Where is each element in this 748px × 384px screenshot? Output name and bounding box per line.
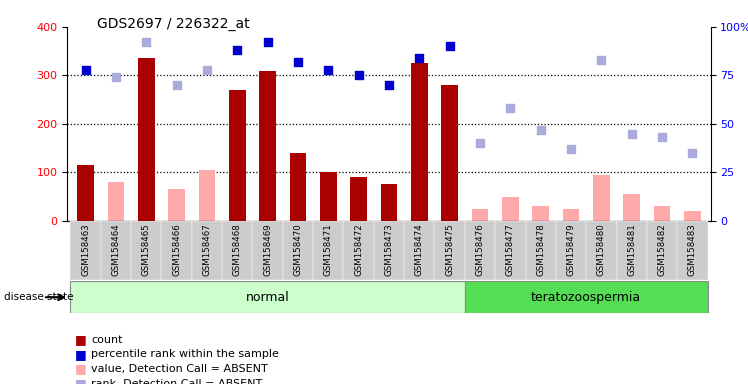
Bar — [350, 177, 367, 221]
Point — [504, 105, 516, 111]
Text: ■: ■ — [75, 362, 87, 376]
Point — [171, 82, 183, 88]
Bar — [435, 221, 465, 280]
Text: GSM158463: GSM158463 — [81, 223, 90, 276]
Text: GSM158468: GSM158468 — [233, 223, 242, 276]
Bar — [593, 175, 610, 221]
Point — [322, 66, 334, 73]
Text: GSM158470: GSM158470 — [293, 223, 302, 276]
Bar — [70, 281, 465, 313]
Bar — [283, 221, 313, 280]
Bar — [108, 182, 124, 221]
Point — [535, 127, 547, 133]
Text: count: count — [91, 335, 123, 345]
Text: GSM158474: GSM158474 — [415, 223, 424, 276]
Text: GSM158480: GSM158480 — [597, 223, 606, 276]
Bar — [131, 221, 162, 280]
Point — [595, 57, 607, 63]
Text: ■: ■ — [75, 348, 87, 361]
Bar — [502, 197, 518, 221]
Bar — [647, 221, 677, 280]
Bar — [465, 221, 495, 280]
Text: percentile rank within the sample: percentile rank within the sample — [91, 349, 279, 359]
Bar — [381, 184, 397, 221]
Point — [352, 72, 364, 78]
Text: teratozoospermia: teratozoospermia — [531, 291, 641, 304]
Bar — [222, 221, 252, 280]
Point — [414, 55, 426, 61]
Point — [656, 134, 668, 141]
Point — [292, 59, 304, 65]
Text: ■: ■ — [75, 333, 87, 346]
Bar — [556, 221, 586, 280]
Text: GSM158472: GSM158472 — [354, 223, 363, 276]
Text: rank, Detection Call = ABSENT: rank, Detection Call = ABSENT — [91, 379, 263, 384]
Bar — [343, 221, 374, 280]
Bar — [191, 221, 222, 280]
Bar — [138, 58, 155, 221]
Text: GSM158473: GSM158473 — [384, 223, 393, 276]
Point — [110, 74, 122, 80]
Bar — [198, 170, 215, 221]
Bar — [441, 85, 458, 221]
Bar — [101, 221, 131, 280]
Bar — [168, 189, 185, 221]
Text: GSM158482: GSM158482 — [657, 223, 666, 276]
Text: value, Detection Call = ABSENT: value, Detection Call = ABSENT — [91, 364, 268, 374]
Bar — [252, 221, 283, 280]
Text: disease state: disease state — [4, 292, 73, 302]
Bar — [654, 206, 670, 221]
Point — [565, 146, 577, 152]
Bar — [533, 206, 549, 221]
Bar — [411, 63, 428, 221]
Bar — [404, 221, 435, 280]
Text: GSM158469: GSM158469 — [263, 223, 272, 276]
Text: GSM158483: GSM158483 — [688, 223, 697, 276]
Text: GSM158479: GSM158479 — [566, 223, 575, 276]
Text: ■: ■ — [75, 377, 87, 384]
Bar — [623, 194, 640, 221]
Point — [626, 131, 638, 137]
Bar — [472, 209, 488, 221]
Bar — [260, 71, 276, 221]
Bar — [77, 165, 94, 221]
Text: GSM158476: GSM158476 — [476, 223, 485, 276]
Point — [262, 39, 274, 45]
Text: normal: normal — [245, 291, 289, 304]
Bar — [162, 221, 191, 280]
Bar — [313, 221, 343, 280]
Point — [474, 140, 486, 146]
Point — [383, 82, 395, 88]
Text: GSM158465: GSM158465 — [141, 223, 150, 276]
Text: GSM158471: GSM158471 — [324, 223, 333, 276]
Bar — [526, 221, 556, 280]
Text: GSM158481: GSM158481 — [628, 223, 637, 276]
Bar — [229, 90, 245, 221]
Text: GDS2697 / 226322_at: GDS2697 / 226322_at — [97, 17, 250, 31]
Bar — [616, 221, 647, 280]
Bar — [495, 221, 526, 280]
Bar — [684, 211, 701, 221]
Point — [444, 43, 456, 50]
Bar — [465, 281, 708, 313]
Point — [231, 47, 243, 53]
Text: GSM158477: GSM158477 — [506, 223, 515, 276]
Point — [140, 39, 152, 45]
Point — [201, 66, 213, 73]
Bar — [586, 221, 616, 280]
Text: GSM158475: GSM158475 — [445, 223, 454, 276]
Text: GSM158467: GSM158467 — [203, 223, 212, 276]
Bar — [374, 221, 404, 280]
Bar — [289, 153, 306, 221]
Bar — [320, 172, 337, 221]
Bar — [562, 209, 580, 221]
Point — [687, 150, 699, 156]
Text: GSM158478: GSM158478 — [536, 223, 545, 276]
Point — [79, 66, 91, 73]
Bar — [677, 221, 708, 280]
Text: GSM158466: GSM158466 — [172, 223, 181, 276]
Text: GSM158464: GSM158464 — [111, 223, 120, 276]
Bar — [70, 221, 101, 280]
